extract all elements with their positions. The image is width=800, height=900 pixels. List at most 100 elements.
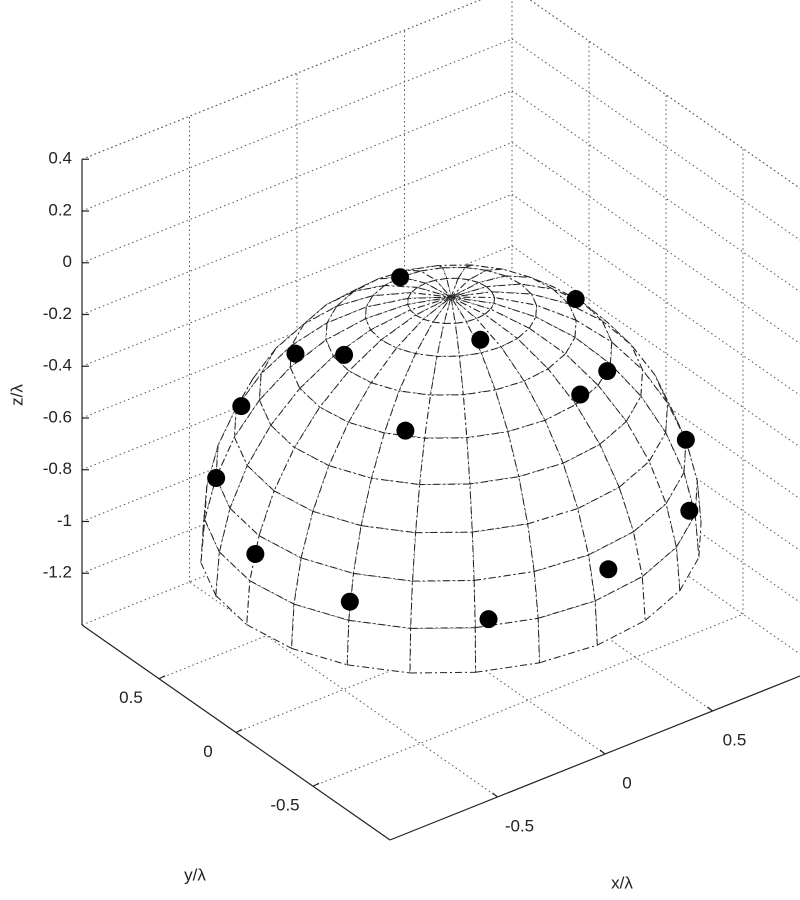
point bbox=[680, 501, 699, 520]
mesh-face bbox=[632, 502, 677, 578]
y-tick bbox=[158, 675, 166, 680]
grid-line bbox=[81, 193, 513, 367]
mesh-face bbox=[235, 348, 277, 408]
z-tick-label: 0.4 bbox=[48, 149, 72, 168]
mesh-face bbox=[246, 424, 296, 492]
grid-line bbox=[81, 142, 513, 315]
point bbox=[246, 544, 265, 563]
mesh-face bbox=[419, 437, 471, 486]
mesh-face bbox=[414, 483, 473, 534]
z-tick-label: -0.4 bbox=[43, 356, 72, 375]
mesh-face bbox=[419, 267, 448, 281]
point bbox=[471, 330, 490, 349]
point bbox=[232, 397, 251, 416]
z-tick-label: -0.2 bbox=[43, 304, 72, 323]
mesh-face bbox=[665, 401, 687, 473]
y-tick-label: -0.5 bbox=[270, 796, 299, 815]
mesh-face bbox=[258, 366, 301, 427]
grid-line bbox=[81, 245, 513, 419]
point bbox=[335, 345, 354, 364]
box-edge bbox=[81, 452, 513, 626]
grid-line bbox=[312, 613, 744, 787]
point bbox=[391, 268, 410, 287]
z-tick-label: 0.2 bbox=[48, 200, 72, 219]
point bbox=[396, 421, 415, 440]
y-tick-label: 0.5 bbox=[119, 688, 143, 707]
mesh-face bbox=[371, 284, 419, 297]
grid-line bbox=[81, 38, 513, 212]
mesh-face bbox=[312, 465, 373, 527]
mesh-face bbox=[346, 619, 412, 674]
grid-line bbox=[81, 349, 513, 522]
mesh-face bbox=[291, 603, 350, 666]
mesh-face bbox=[410, 286, 452, 298]
mesh-face bbox=[353, 276, 402, 292]
mesh-face bbox=[609, 340, 644, 398]
z-tick-label: -1 bbox=[57, 511, 72, 530]
mesh-face bbox=[352, 525, 417, 582]
x-tick-label: 0 bbox=[622, 773, 631, 792]
x-axis bbox=[389, 675, 800, 841]
mesh-face bbox=[618, 460, 667, 533]
y-tick-label: 0 bbox=[203, 742, 212, 761]
mesh-face bbox=[436, 322, 460, 357]
mesh-face bbox=[518, 462, 579, 525]
mesh-face bbox=[410, 579, 476, 629]
x-tick bbox=[492, 792, 498, 798]
y-tick bbox=[312, 782, 320, 787]
grid-line bbox=[235, 560, 667, 733]
x-axis-label: x/λ bbox=[611, 873, 633, 892]
mesh-face bbox=[467, 269, 508, 284]
mesh-face bbox=[469, 476, 529, 533]
point bbox=[207, 469, 226, 488]
mesh-face bbox=[630, 344, 668, 404]
box-edge bbox=[529, 0, 800, 189]
grid-line bbox=[511, 38, 800, 241]
grid-line bbox=[81, 400, 513, 574]
mesh-face bbox=[411, 531, 475, 582]
point bbox=[571, 385, 590, 404]
x-tick-label: 0.5 bbox=[723, 730, 747, 749]
point bbox=[676, 430, 695, 449]
point bbox=[479, 610, 498, 629]
mesh-face bbox=[406, 296, 452, 311]
z-tick-label: -0.6 bbox=[43, 407, 72, 426]
grid-line bbox=[81, 0, 482, 160]
grid-line bbox=[81, 297, 513, 471]
mesh-face bbox=[407, 292, 452, 299]
mesh-face bbox=[450, 282, 488, 298]
mesh-face bbox=[446, 277, 459, 299]
mesh-face bbox=[500, 337, 549, 382]
z-axis-label: z/λ bbox=[7, 384, 26, 406]
point bbox=[599, 560, 618, 579]
grid-line bbox=[511, 90, 800, 293]
x-tick bbox=[707, 706, 713, 712]
mesh-face bbox=[641, 546, 681, 622]
point bbox=[340, 592, 359, 611]
mesh-face bbox=[450, 279, 481, 298]
mesh-face bbox=[360, 477, 421, 534]
y-tick bbox=[235, 728, 243, 734]
point bbox=[598, 362, 617, 381]
z-tick-label: 0 bbox=[63, 252, 72, 271]
mesh-face bbox=[527, 507, 590, 573]
grid-line bbox=[158, 506, 590, 680]
grid-line bbox=[81, 90, 513, 264]
mesh-face bbox=[229, 464, 275, 537]
mesh-face bbox=[289, 339, 335, 390]
point bbox=[566, 290, 585, 309]
z-tick-label: -0.8 bbox=[43, 459, 72, 478]
y-axis-label: y/λ bbox=[184, 865, 206, 884]
mesh-face bbox=[293, 557, 355, 621]
mesh-face bbox=[300, 510, 362, 575]
mesh-face bbox=[383, 390, 432, 439]
mesh-face bbox=[424, 394, 468, 439]
grid-line bbox=[529, 0, 800, 189]
point bbox=[286, 344, 305, 363]
mesh-face bbox=[409, 627, 477, 674]
mesh-face bbox=[577, 486, 635, 556]
mesh-face bbox=[537, 600, 598, 664]
mesh-face bbox=[450, 291, 496, 299]
